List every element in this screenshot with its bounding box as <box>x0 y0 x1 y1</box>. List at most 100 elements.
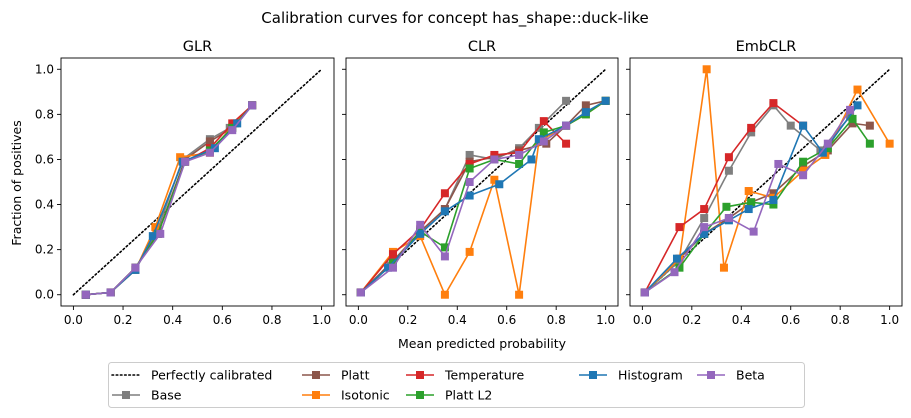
series-beta <box>81 101 257 299</box>
data-point <box>774 159 783 168</box>
data-point <box>388 263 397 272</box>
data-point <box>416 229 425 238</box>
data-point <box>769 196 778 205</box>
data-point <box>490 175 499 184</box>
legend-label: Platt <box>341 368 370 383</box>
x-tick-label: 0.6 <box>497 313 516 327</box>
data-point <box>465 191 474 200</box>
x-tick-label: 0.4 <box>448 313 467 327</box>
data-point <box>724 214 733 223</box>
data-point <box>205 137 214 146</box>
y-tick-label: 0.4 <box>35 198 54 212</box>
legend-label: Isotonic <box>341 388 390 403</box>
legend-marker <box>416 371 424 379</box>
data-point <box>465 159 474 168</box>
data-point <box>823 144 832 153</box>
data-point <box>747 128 756 137</box>
data-point <box>440 252 449 261</box>
data-point <box>823 139 832 148</box>
x-tick-label: 1.0 <box>596 313 615 327</box>
legend-box <box>108 362 805 408</box>
panel-clr: CLR 0.0 0.2 0.4 0.6 0.8 1.0 <box>342 39 619 327</box>
x-tick-label: 0.8 <box>262 313 281 327</box>
data-point <box>700 223 709 232</box>
data-point <box>81 290 90 299</box>
panel-title: GLR <box>183 39 212 55</box>
data-point <box>465 150 474 159</box>
perfectly-calibrated-line <box>72 68 323 296</box>
figure-title: Calibration curves for concept has_shape… <box>261 9 648 28</box>
data-point <box>539 128 548 137</box>
y-tick-label: 0.0 <box>35 288 54 302</box>
legend-label: Histogram <box>618 368 683 383</box>
data-point <box>416 220 425 229</box>
data-point <box>356 288 365 297</box>
data-point <box>719 263 728 272</box>
series-line <box>360 100 607 296</box>
data-point <box>106 288 115 297</box>
data-point <box>465 247 474 256</box>
data-point <box>440 243 449 252</box>
y-axis-label: Fraction of positives <box>9 120 24 245</box>
y-tick-label: 1.0 <box>35 62 54 76</box>
data-point <box>865 121 874 130</box>
y-tick-label: 0.2 <box>35 243 54 257</box>
data-point <box>465 164 474 173</box>
data-point <box>769 189 778 198</box>
legend-item-isotonic: Isotonic <box>302 388 390 403</box>
data-point <box>818 148 827 157</box>
x-tick-label: 0.8 <box>547 313 566 327</box>
data-point <box>148 232 157 241</box>
legend-label: Beta <box>736 368 765 383</box>
data-point <box>799 162 808 171</box>
data-point <box>562 96 571 105</box>
panel-glr: GLR 0.0 0.2 0.4 0.6 0.8 1.0 0.0 0.2 0.4 0.6 0.8 1.0 <box>35 39 335 327</box>
data-point <box>700 229 709 238</box>
data-point <box>527 155 536 164</box>
data-point <box>747 198 756 207</box>
data-point <box>490 150 499 159</box>
data-point <box>799 121 808 130</box>
data-point <box>490 155 499 164</box>
data-point <box>515 290 524 299</box>
data-point <box>228 119 237 128</box>
data-point <box>744 187 753 196</box>
legend-marker <box>312 371 320 379</box>
panel-title: EmbCLR <box>736 39 797 55</box>
data-point <box>848 119 857 128</box>
panel-embclr: EmbCLR 0.0 0.2 0.4 0.6 0.8 1.0 <box>626 39 903 327</box>
legend-marker <box>589 371 597 379</box>
data-point <box>534 135 543 144</box>
x-tick-label: 1.0 <box>880 313 899 327</box>
data-point <box>670 268 679 277</box>
data-point <box>749 227 758 236</box>
data-point <box>722 202 731 211</box>
data-point <box>786 121 795 130</box>
data-point <box>702 65 711 74</box>
data-point <box>799 157 808 166</box>
legend-label: Base <box>151 388 182 403</box>
data-point <box>562 139 571 148</box>
data-point <box>205 148 214 157</box>
data-point <box>539 117 548 126</box>
legend-item-base: Base <box>112 388 182 403</box>
data-point <box>562 121 571 130</box>
legend-marker <box>312 391 320 399</box>
data-point <box>181 157 190 166</box>
data-point <box>885 139 894 148</box>
series-beta <box>640 105 855 297</box>
data-point <box>769 200 778 209</box>
data-point <box>581 108 590 117</box>
data-point <box>853 85 862 94</box>
x-tick-label: 0.8 <box>831 313 850 327</box>
data-point <box>228 126 237 135</box>
data-point <box>846 105 855 114</box>
x-axis-label: Mean predicted probability <box>398 336 567 351</box>
data-point <box>248 101 257 110</box>
data-point <box>744 205 753 214</box>
legend-marker <box>122 391 130 399</box>
data-point <box>440 290 449 299</box>
legend-label: Perfectly calibrated <box>151 368 272 383</box>
data-point <box>440 207 449 216</box>
legend-item-beta: Beta <box>697 368 765 383</box>
